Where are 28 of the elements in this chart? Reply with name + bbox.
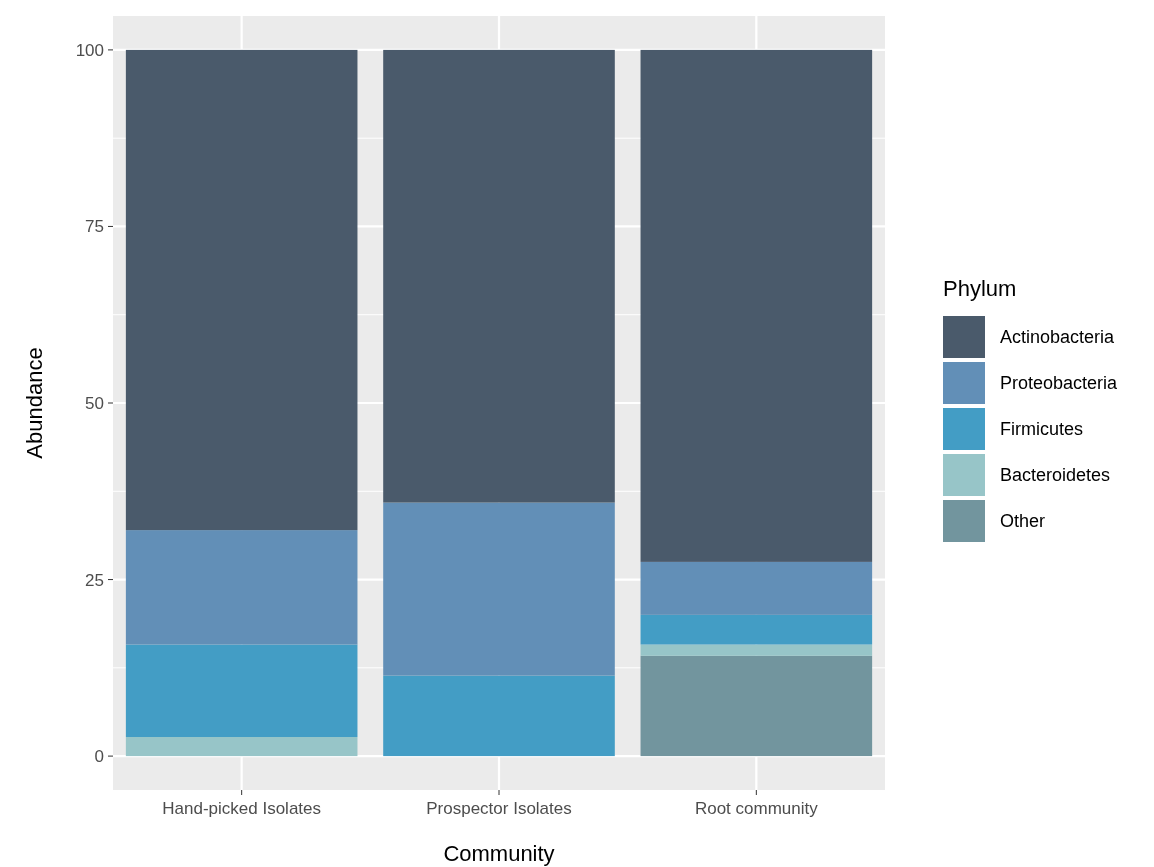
bar: [383, 675, 615, 757]
legend-label: Firmicutes: [1000, 419, 1084, 440]
bar: [640, 655, 873, 757]
x-tick-label: Hand-picked Isolates: [162, 799, 322, 818]
bar: [640, 49, 873, 562]
bar: [640, 561, 873, 615]
y-tick-label: 100: [75, 40, 104, 60]
bar: [125, 49, 358, 531]
y-tick-label: 25: [85, 570, 104, 590]
y-tick-label: 50: [85, 393, 104, 413]
x-tick-label: Prospector Isolates: [426, 799, 572, 818]
bar: [125, 644, 358, 738]
bar: [640, 644, 873, 656]
bar: [383, 502, 615, 676]
bar: [125, 737, 358, 757]
legend-label: Proteobacteria: [1000, 373, 1119, 394]
bar: [640, 614, 873, 645]
legend-label: Other: [1000, 511, 1046, 532]
y-tick-label: 75: [85, 217, 104, 237]
y-tick-label: 0: [94, 747, 104, 767]
x-tick-label: Root community: [694, 799, 819, 818]
bar: [383, 49, 615, 503]
bar: [125, 530, 358, 645]
y-axis-title: Abundance: [22, 347, 47, 459]
x-axis-title: Community: [443, 841, 555, 866]
legend-label: Bacteroidetes: [1000, 465, 1111, 486]
legend-label: Actinobacteria: [1000, 327, 1116, 348]
legend-title: Phylum: [943, 276, 1017, 301]
